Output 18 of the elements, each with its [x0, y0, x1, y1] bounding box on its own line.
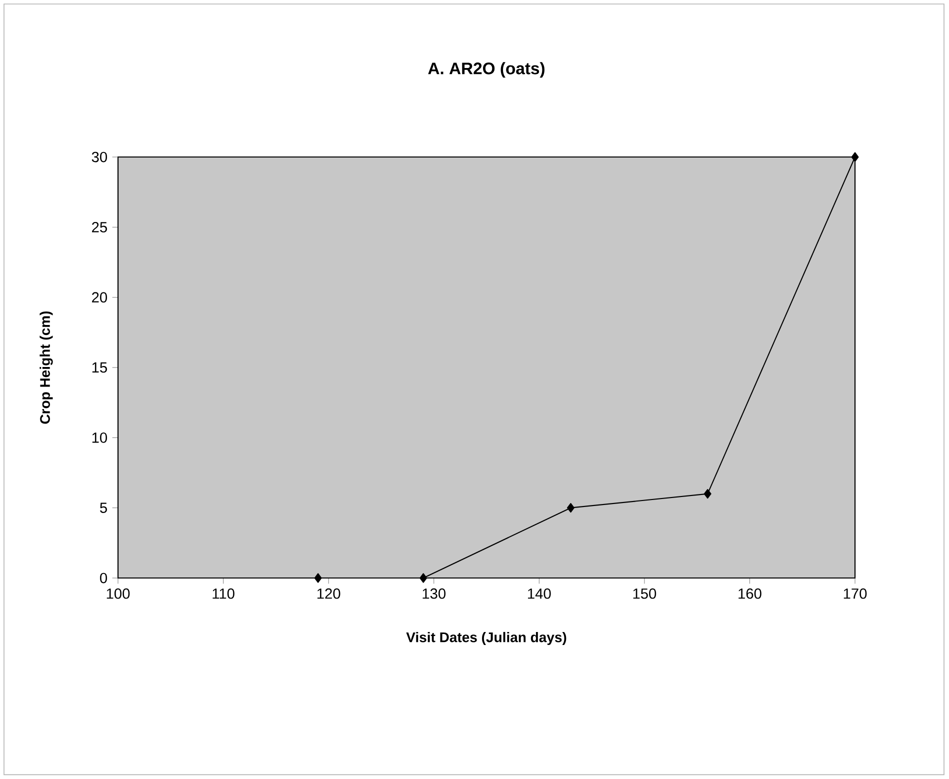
y-tick-label: 25: [92, 222, 107, 232]
chart-title: A. AR2O (oats): [428, 62, 544, 78]
x-tick-label: 100: [106, 588, 130, 599]
x-tick-label: 150: [633, 588, 656, 599]
y-tick-label: 20: [92, 292, 108, 303]
y-axis-title: Crop Height (cm): [40, 311, 53, 424]
x-tick-label: 110: [212, 588, 234, 599]
y-tick-label: 10: [92, 432, 108, 443]
x-tick-label: 130: [422, 588, 446, 599]
x-tick-label: 160: [738, 588, 762, 599]
y-tick-label: 0: [100, 572, 108, 584]
x-tick-label: 120: [317, 588, 340, 599]
y-tick-label: 5: [100, 502, 107, 513]
x-tick-label: 170: [844, 588, 867, 599]
x-axis-title: Visit Dates (Julian days): [406, 632, 566, 645]
y-tick-label: 15: [92, 362, 107, 373]
y-tick-label: 30: [92, 152, 108, 162]
x-tick-label: 140: [528, 588, 551, 599]
